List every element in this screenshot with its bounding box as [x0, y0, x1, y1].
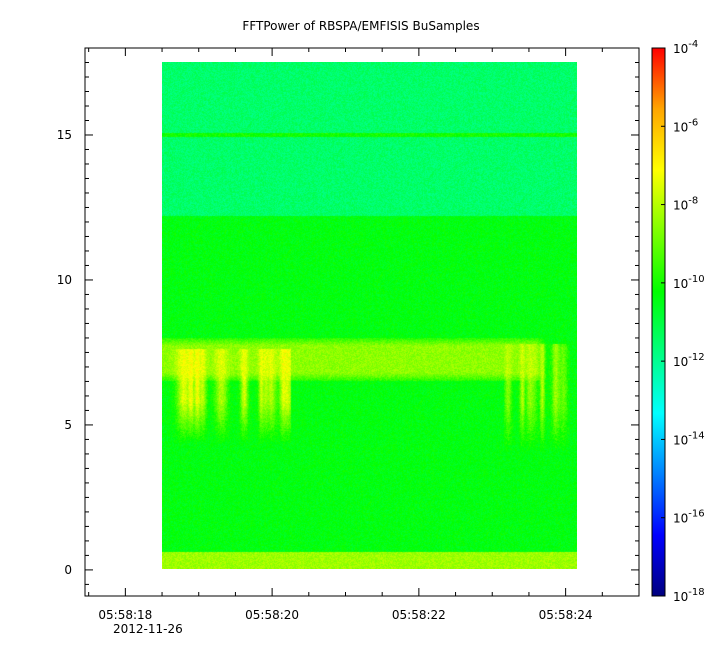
- colorbar-tick-label: 10-8: [673, 196, 698, 213]
- colorbar-tick-label: 10-6: [673, 117, 698, 134]
- x-date-label: 2012-11-26: [113, 622, 183, 636]
- colorbar-tick-label: 10-10: [673, 274, 705, 291]
- colorbar-gradient: [651, 47, 666, 597]
- colorbar-tick-label: 10-12: [673, 352, 705, 369]
- chart-title: FFTPower of RBSPA/EMFISIS BuSamples: [242, 19, 479, 33]
- colorbar-tick-label: 10-14: [673, 430, 705, 447]
- x-tick-label: 05:58:18: [98, 608, 152, 622]
- y-axis: 0 5 10 15: [57, 47, 639, 585]
- y-tick-label: 5: [64, 418, 72, 432]
- y-tick-label: 0: [64, 563, 72, 577]
- spectrogram-image: [162, 62, 577, 569]
- colorbar-ticks: 10-4 10-6 10-8 10-10 10-12 10-14 10-16 10-18: [661, 39, 705, 604]
- y-tick-label: 10: [57, 273, 72, 287]
- y-tick-label: 15: [57, 128, 72, 142]
- x-axis: 05:58:18 05:58:20 05:58:22 05:58:24: [88, 48, 640, 622]
- colorbar-tick-label: 10-16: [673, 509, 705, 526]
- x-tick-label: 05:58:22: [392, 608, 446, 622]
- x-tick-label: 05:58:20: [245, 608, 299, 622]
- colorbar: 10-4 10-6 10-8 10-10 10-12 10-14 10-16 10-18: [651, 39, 705, 604]
- x-tick-label: 05:58:24: [539, 608, 593, 622]
- colorbar-tick-label: 10-18: [673, 587, 705, 604]
- colorbar-tick-label: 10-4: [673, 39, 698, 56]
